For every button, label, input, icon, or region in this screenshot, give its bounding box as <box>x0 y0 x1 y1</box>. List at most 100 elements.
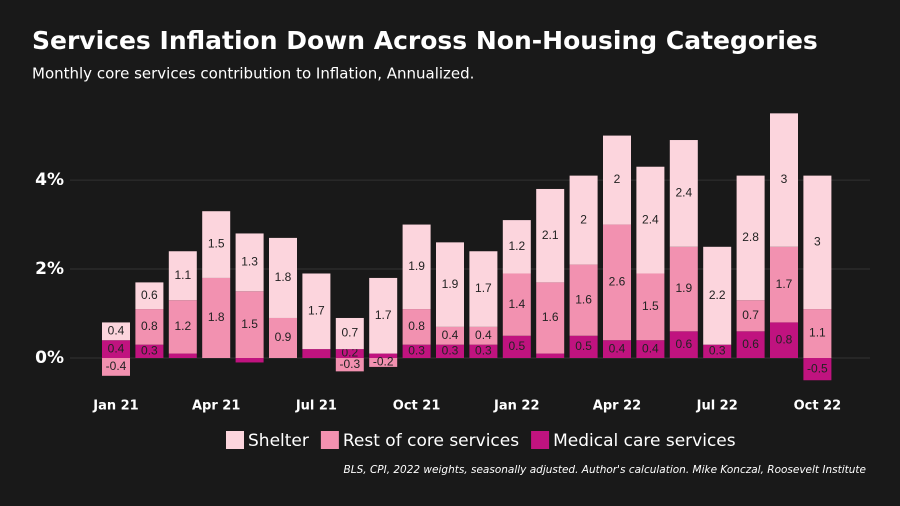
y-tick-label: 2% <box>35 259 64 279</box>
data-label: 2 <box>580 212 587 226</box>
legend-label: Rest of core services <box>343 431 519 451</box>
bar-segment <box>302 273 331 350</box>
data-label: 3 <box>781 172 788 186</box>
data-label: 3 <box>814 235 821 249</box>
bar-segment <box>603 135 631 225</box>
bar-segment <box>703 246 732 345</box>
chart-subtitle: Monthly core services contribution to In… <box>32 65 474 83</box>
bar-segment <box>168 251 197 301</box>
x-tick-label: Apr 21 <box>192 399 240 414</box>
data-label: 1.7 <box>375 308 392 322</box>
bar-segment <box>135 309 164 345</box>
data-label: 1.1 <box>809 326 826 340</box>
legend-swatch <box>320 431 339 449</box>
bar-segment <box>369 353 398 359</box>
data-label: 0.7 <box>341 326 358 340</box>
bar-segment <box>402 344 431 359</box>
x-tick-label: Apr 22 <box>593 399 641 414</box>
bar-segment <box>770 113 798 247</box>
bar-segment <box>770 322 798 359</box>
bar-segment <box>102 358 130 376</box>
data-label: 0.6 <box>742 337 759 351</box>
data-label: 1.6 <box>542 310 559 324</box>
legend-swatch <box>226 431 244 449</box>
y-tick-label: 0% <box>35 348 64 368</box>
data-label: 1.5 <box>241 317 258 331</box>
chart-title: Services Inflation Down Across Non-Housi… <box>32 26 818 55</box>
bar-segment <box>369 277 398 354</box>
bar-segment <box>269 237 297 318</box>
data-label: 1.2 <box>508 239 525 253</box>
data-label: 0.3 <box>475 344 492 358</box>
bar-segment <box>669 246 698 332</box>
bar-segment <box>302 349 331 359</box>
bar-segment <box>669 140 698 247</box>
data-label: 0.4 <box>609 341 626 355</box>
data-label: 1.8 <box>275 270 292 284</box>
bar-segment <box>569 175 598 265</box>
data-label: -0.4 <box>106 359 127 373</box>
legend-label: Shelter <box>248 431 309 451</box>
data-label: 0.5 <box>575 339 592 353</box>
bar-segment <box>603 340 631 359</box>
bar-segment <box>335 358 364 372</box>
data-label: 1.9 <box>675 281 692 295</box>
data-label: 0.3 <box>141 344 158 358</box>
data-label: -0.2 <box>373 355 394 369</box>
bar-segment <box>502 220 531 274</box>
data-label: 1.1 <box>174 268 191 282</box>
data-label: 2.8 <box>742 230 759 244</box>
bar-segment <box>235 358 264 363</box>
x-tick-label: Jul 21 <box>295 399 337 414</box>
bar-segment <box>235 233 264 292</box>
bar-segment <box>402 224 431 310</box>
bar-segment <box>569 264 598 336</box>
data-label: 0.3 <box>709 344 726 358</box>
x-tick-label: Jan 22 <box>493 399 539 414</box>
data-label: 0.3 <box>408 344 425 358</box>
bar-segment <box>736 331 765 359</box>
bar-segment <box>135 282 164 310</box>
x-tick-label: Jul 22 <box>696 399 738 414</box>
bar-segment <box>235 291 264 359</box>
bar-segment <box>469 251 498 327</box>
data-label: 0.7 <box>742 308 759 322</box>
bar-segment <box>636 273 665 341</box>
data-label: -0.5 <box>807 361 828 375</box>
bar-segment <box>536 188 565 283</box>
data-label: 1.8 <box>208 310 225 324</box>
data-label: 1.9 <box>442 277 459 291</box>
bar-segment <box>803 175 832 310</box>
x-tick-label: Oct 22 <box>794 399 842 414</box>
bar-segment <box>636 166 665 274</box>
data-label: 2.6 <box>609 275 626 289</box>
bar-segment <box>770 246 798 323</box>
bar-segment <box>502 273 531 336</box>
data-label: 1.4 <box>508 297 525 311</box>
data-label: 0.6 <box>141 288 158 302</box>
bar-segment <box>202 211 231 278</box>
data-label: 1.7 <box>475 281 492 295</box>
bar-segment <box>436 326 464 345</box>
data-label: 1.9 <box>408 259 425 273</box>
data-label: 2 <box>614 172 621 186</box>
bar-segment <box>102 340 130 359</box>
bar-segment <box>703 344 732 359</box>
data-label: 0.5 <box>508 339 525 353</box>
data-label: 0.4 <box>642 341 659 355</box>
data-label: 0.4 <box>475 328 492 342</box>
data-label: 0.8 <box>141 319 158 333</box>
bar-segment <box>803 358 832 381</box>
bar-segment <box>603 224 631 341</box>
data-label: 0.2 <box>341 346 358 360</box>
data-label: 1.7 <box>308 303 325 317</box>
data-label: 2.1 <box>542 228 559 242</box>
bar-segment <box>202 277 231 359</box>
bar-segment <box>335 349 364 359</box>
bar-segment <box>536 282 565 354</box>
bar-segment <box>469 326 498 345</box>
data-label: 2.2 <box>709 288 726 302</box>
data-label: 0.3 <box>442 344 459 358</box>
bar-segment <box>168 353 197 359</box>
